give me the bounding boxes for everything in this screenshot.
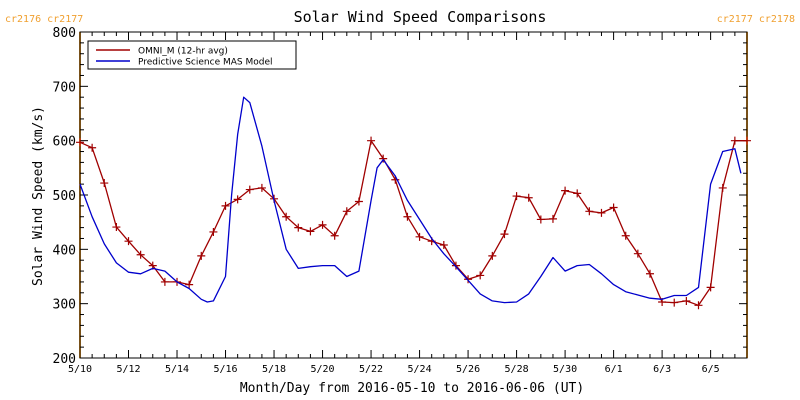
data-point-omni xyxy=(76,138,84,147)
data-point-omni xyxy=(743,136,751,145)
data-point-omni xyxy=(318,220,327,229)
x-tick-label: 6/5 xyxy=(702,364,720,375)
x-tick-label: 5/12 xyxy=(116,364,140,375)
data-point-omni xyxy=(609,203,618,212)
x-tick-label: 5/30 xyxy=(553,364,577,375)
legend-box xyxy=(87,40,297,70)
x-axis-label: Month/Day from 2016-05-10 to 2016-06-06 … xyxy=(240,381,584,396)
data-point-omni xyxy=(245,185,254,194)
data-point-omni xyxy=(112,223,121,232)
data-series xyxy=(76,96,751,310)
data-point-omni xyxy=(257,183,266,192)
data-point-omni xyxy=(706,283,715,292)
data-point-omni xyxy=(536,215,545,224)
data-point-omni xyxy=(136,250,145,259)
x-tick-label: 6/1 xyxy=(605,364,623,375)
data-point-omni xyxy=(488,251,497,260)
data-point-omni xyxy=(439,240,448,249)
legend-label-omni: OMNI_M (12-hr avg) xyxy=(138,47,228,57)
data-point-omni xyxy=(670,298,679,307)
data-point-omni xyxy=(379,154,388,163)
data-point-omni xyxy=(694,301,703,310)
data-point-omni xyxy=(476,271,485,280)
plot-frame xyxy=(79,31,748,359)
plot-axes xyxy=(79,31,748,359)
y-tick-label: 800 xyxy=(53,26,76,41)
data-point-omni xyxy=(306,227,315,236)
data-point-omni xyxy=(100,179,109,188)
data-point-omni xyxy=(124,237,133,246)
chart-title: Solar Wind Speed Comparisons xyxy=(294,8,547,26)
data-point-omni xyxy=(585,207,594,216)
data-point-omni xyxy=(573,189,582,198)
y-tick-label: 600 xyxy=(53,135,76,150)
data-point-omni xyxy=(500,230,509,239)
series-line-mas xyxy=(79,96,742,304)
series-line-omni xyxy=(79,140,747,306)
y-tick-label: 400 xyxy=(53,243,76,258)
x-tick-label: 5/18 xyxy=(262,364,286,375)
x-tick-label: 5/26 xyxy=(456,364,480,375)
x-tick-label: 5/28 xyxy=(505,364,529,375)
data-point-omni xyxy=(294,223,303,232)
data-point-omni xyxy=(512,192,521,201)
data-point-omni xyxy=(597,208,606,217)
data-point-omni xyxy=(354,197,363,206)
data-point-omni xyxy=(621,231,630,240)
data-point-omni xyxy=(415,232,424,241)
data-point-omni xyxy=(730,136,739,145)
data-point-omni xyxy=(330,231,339,240)
legend-label-mas: Predictive Science MAS Model xyxy=(138,58,273,68)
x-tick-label: 5/20 xyxy=(310,364,334,375)
y-tick-label: 500 xyxy=(53,189,76,204)
y-tick-label: 700 xyxy=(53,80,76,95)
data-point-omni xyxy=(367,136,376,145)
x-tick-label: 5/14 xyxy=(165,364,189,375)
data-point-omni xyxy=(209,227,218,236)
y-axis-label: Solar Wind Speed (km/s) xyxy=(31,106,46,286)
data-point-omni xyxy=(88,143,97,152)
data-point-omni xyxy=(197,251,206,260)
data-point-omni xyxy=(561,186,570,195)
data-point-omni xyxy=(282,212,291,221)
x-tick-label: 5/22 xyxy=(359,364,383,375)
data-point-omni xyxy=(524,193,533,202)
data-point-omni xyxy=(403,212,412,221)
data-point-omni xyxy=(342,207,351,216)
data-point-omni xyxy=(233,195,242,204)
data-point-omni xyxy=(451,261,460,270)
chart-legend: OMNI_M (12-hr avg)Predictive Science MAS… xyxy=(87,40,297,70)
data-point-omni xyxy=(633,249,642,258)
y-tick-label: 300 xyxy=(53,298,76,313)
x-tick-label: 5/24 xyxy=(408,364,432,375)
x-tick-label: 5/16 xyxy=(213,364,237,375)
data-point-omni xyxy=(185,280,194,289)
data-point-omni xyxy=(160,277,169,286)
x-tick-label: 6/3 xyxy=(653,364,671,375)
cr-label: cr2177 cr2178 xyxy=(717,14,795,25)
data-point-omni xyxy=(464,275,473,284)
cr-label: cr2176 cr2177 xyxy=(5,14,83,25)
data-point-omni xyxy=(682,296,691,305)
data-point-omni xyxy=(221,201,230,210)
axis-ticks: 200 300 400 500 600 700 800 5/10 5/12 5/14 5/16 5/1… xyxy=(53,26,748,375)
data-point-omni xyxy=(718,183,727,192)
data-point-omni xyxy=(548,214,557,223)
data-point-omni xyxy=(645,269,654,278)
x-tick-label: 5/10 xyxy=(68,364,92,375)
y-tick-label: 200 xyxy=(53,352,76,367)
